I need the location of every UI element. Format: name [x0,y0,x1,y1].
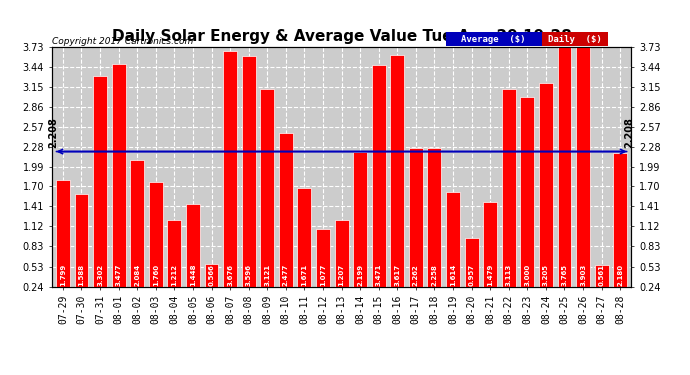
Bar [483,202,497,303]
Text: 3.617: 3.617 [394,264,400,286]
Bar [372,64,386,303]
Bar [520,97,534,303]
Text: Copyright 2017 Cartronics.com: Copyright 2017 Cartronics.com [52,37,193,46]
Text: 3.903: 3.903 [580,264,586,286]
Bar [93,76,107,303]
Bar [595,265,609,303]
Bar [75,194,88,303]
Text: 3.205: 3.205 [543,264,549,286]
Text: 0.957: 0.957 [469,264,475,286]
Text: 1.760: 1.760 [152,264,159,286]
Bar [391,55,404,303]
Bar [464,238,479,303]
Text: 1.614: 1.614 [450,264,456,286]
Text: 3.113: 3.113 [506,264,512,286]
Text: 1.212: 1.212 [171,264,177,286]
Text: 2.084: 2.084 [134,264,140,286]
Bar [241,56,255,303]
Text: 1.448: 1.448 [190,264,196,286]
Bar [149,182,163,303]
Bar [223,51,237,303]
Text: 2.180: 2.180 [617,264,623,286]
Text: 0.566: 0.566 [208,264,215,286]
Text: 2.258: 2.258 [431,264,437,286]
Text: 2.208: 2.208 [48,117,59,148]
Bar [316,230,330,303]
Bar [204,264,219,303]
Bar [335,220,348,303]
Bar [56,180,70,303]
Bar [112,64,126,303]
Bar [539,83,553,303]
Text: 0.561: 0.561 [599,264,604,286]
Text: 1.207: 1.207 [339,264,344,286]
Text: 3.121: 3.121 [264,264,270,286]
Text: 1.479: 1.479 [487,264,493,286]
Text: 3.596: 3.596 [246,264,252,286]
Bar [168,220,181,303]
Bar [279,133,293,303]
Text: Daily  ($): Daily ($) [548,34,602,44]
Bar [576,35,590,303]
Text: 1.671: 1.671 [302,264,308,286]
Bar [353,152,367,303]
Bar [297,189,311,303]
Text: 2.199: 2.199 [357,264,363,286]
Text: 1.588: 1.588 [79,264,84,286]
Text: 3.000: 3.000 [524,264,531,286]
Bar [428,148,442,303]
Text: 3.471: 3.471 [375,264,382,286]
Bar [558,45,571,303]
Text: 2.262: 2.262 [413,264,419,286]
FancyBboxPatch shape [446,33,542,46]
Bar [409,148,423,303]
Text: Average  ($): Average ($) [462,34,526,44]
Text: 2.208: 2.208 [624,117,635,148]
Bar [446,192,460,303]
Text: 2.477: 2.477 [283,264,289,286]
Text: 1.077: 1.077 [320,264,326,286]
Bar [502,89,515,303]
Bar [130,160,144,303]
FancyBboxPatch shape [542,33,608,46]
Text: 3.302: 3.302 [97,264,103,286]
Bar [186,204,200,303]
Bar [260,89,274,303]
Title: Daily Solar Energy & Average Value Tue Aug 29 19:28: Daily Solar Energy & Average Value Tue A… [112,29,571,44]
Bar [613,153,627,303]
Text: 3.676: 3.676 [227,264,233,286]
Text: 3.765: 3.765 [562,264,567,286]
Text: 3.477: 3.477 [116,264,121,286]
Text: 1.799: 1.799 [60,264,66,286]
